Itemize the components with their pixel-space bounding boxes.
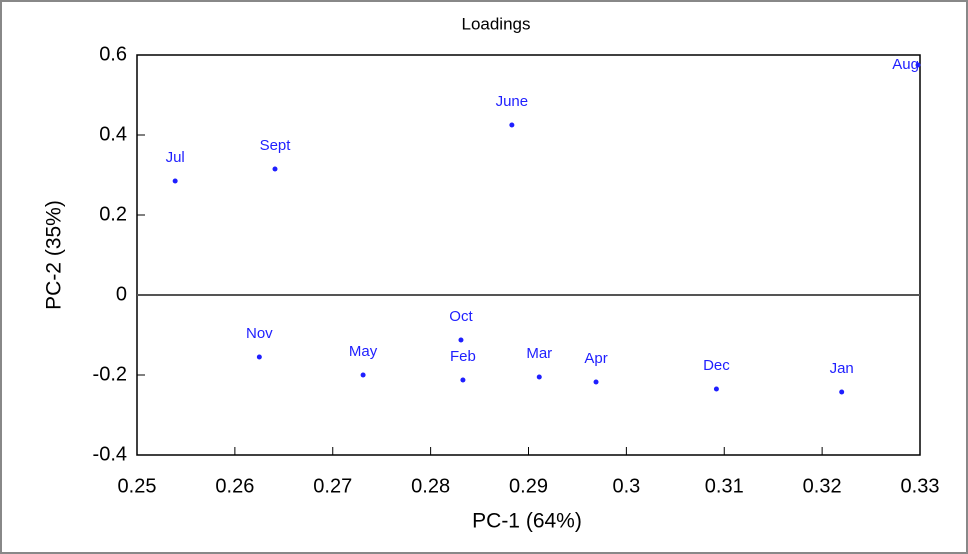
x-tick-label: 0.25 (118, 475, 157, 497)
point-label: May (349, 343, 378, 360)
y-axis-label: PC-2 (35%) (43, 200, 66, 310)
y-tick-label: 0.2 (99, 203, 127, 225)
point-label: Jul (166, 149, 185, 166)
point-label: Oct (449, 308, 473, 325)
y-tick-label: 0 (116, 283, 127, 305)
point (272, 166, 278, 172)
point (460, 377, 466, 383)
y-tick-label: -0.4 (93, 443, 127, 465)
point-label: Jan (830, 360, 854, 377)
y-tick-label: 0.4 (99, 123, 127, 145)
x-tick-label: 0.33 (901, 475, 940, 497)
x-tick-label: 0.31 (705, 475, 744, 497)
point (536, 374, 542, 380)
chart-title: Loadings (461, 14, 530, 33)
x-tick-label: 0.26 (215, 475, 254, 497)
point (915, 62, 921, 68)
point (509, 122, 515, 128)
point-label: June (496, 93, 529, 110)
point (360, 372, 366, 378)
point-label: Nov (246, 325, 273, 342)
x-axis-label: PC-1 (64%) (472, 510, 582, 533)
point-label: Apr (584, 350, 607, 367)
point (839, 389, 845, 395)
point (713, 386, 719, 392)
point-label: Mar (526, 345, 552, 362)
point-label: Sept (260, 137, 292, 154)
point-label: Dec (703, 357, 730, 374)
x-tick-label: 0.27 (313, 475, 352, 497)
point (593, 379, 599, 385)
point (256, 354, 262, 360)
x-tick-label: 0.3 (612, 475, 640, 497)
point-label: Aug (892, 56, 919, 73)
point (458, 337, 464, 343)
y-tick-label: 0.6 (99, 43, 127, 65)
x-tick-label: 0.32 (803, 475, 842, 497)
x-tick-label: 0.29 (509, 475, 548, 497)
point-label: Feb (450, 348, 476, 365)
point (172, 178, 178, 184)
x-tick-label: 0.28 (411, 475, 450, 497)
y-tick-label: -0.2 (93, 363, 127, 385)
